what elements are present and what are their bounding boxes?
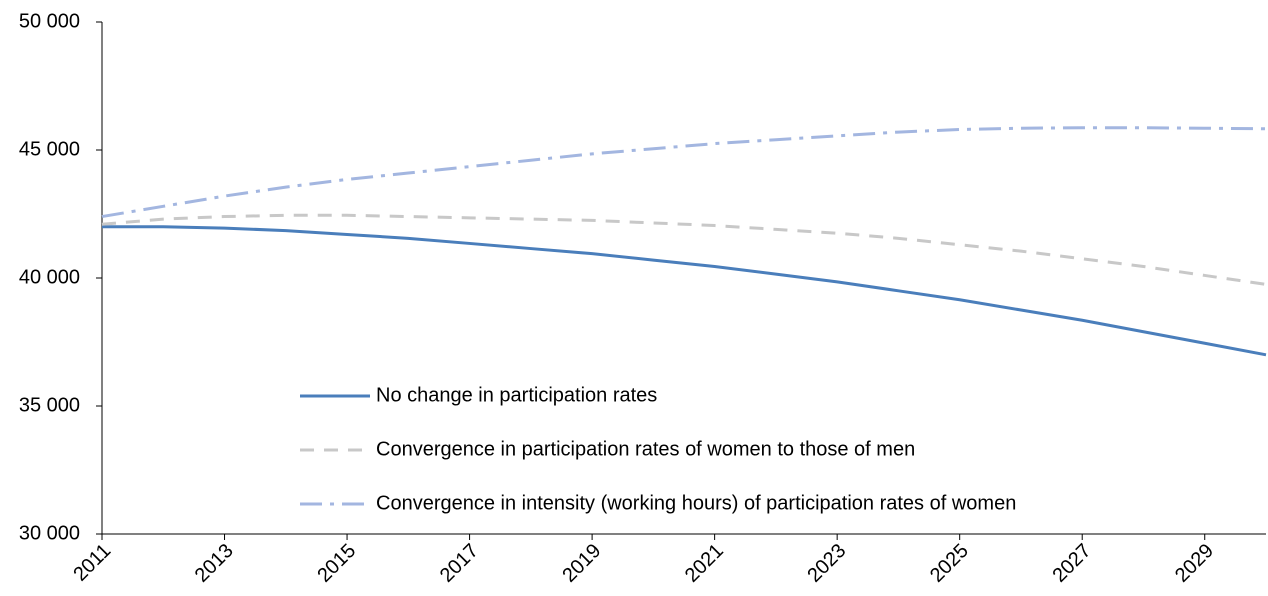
x-tick-label: 2011 xyxy=(69,540,115,586)
x-tick-label: 2021 xyxy=(681,540,728,587)
x-tick-label: 2029 xyxy=(1171,540,1218,587)
series-line xyxy=(102,225,1267,357)
x-tick-label: 2027 xyxy=(1048,540,1095,587)
x-tick-label: 2019 xyxy=(558,540,605,587)
y-tick-label: 30 000 xyxy=(19,522,80,544)
x-tick-label: 2017 xyxy=(436,540,483,587)
x-tick-label: 2023 xyxy=(803,540,850,587)
x-tick-label: 2013 xyxy=(191,540,238,587)
series-line xyxy=(101,213,1267,286)
legend-label: Convergence in participation rates of wo… xyxy=(376,438,915,460)
x-tick-label: 2015 xyxy=(313,540,360,587)
x-tick-label: 2025 xyxy=(926,540,973,587)
y-tick-label: 40 000 xyxy=(19,266,80,288)
y-tick-label: 35 000 xyxy=(19,394,80,416)
series-line xyxy=(101,126,1267,219)
y-tick-label: 50 000 xyxy=(19,10,80,32)
legend-label: No change in participation rates xyxy=(376,384,657,406)
y-tick-label: 45 000 xyxy=(19,138,80,160)
legend-label: Convergence in intensity (working hours)… xyxy=(376,492,1016,514)
